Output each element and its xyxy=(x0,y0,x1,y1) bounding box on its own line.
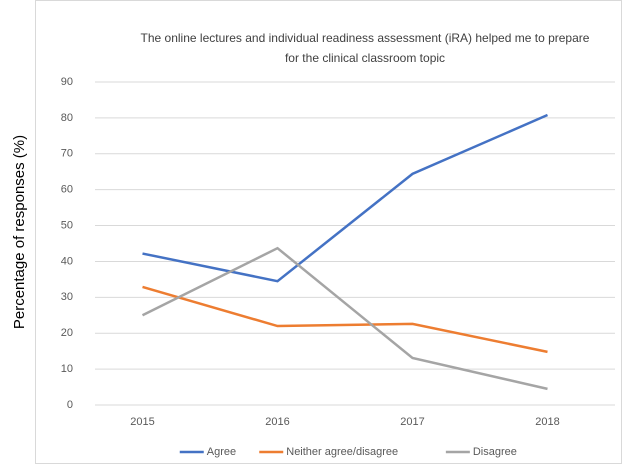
y-tick-label: 60 xyxy=(61,184,73,196)
chart-border xyxy=(35,0,622,464)
legend-label: Neither agree/disagree xyxy=(286,446,398,458)
y-tick-label: 0 xyxy=(67,399,73,411)
y-tick-label: 90 xyxy=(61,76,73,88)
y-tick-label: 50 xyxy=(61,219,73,231)
y-tick-label: 20 xyxy=(61,327,73,339)
legend-label: Agree xyxy=(207,446,236,458)
line-series xyxy=(142,285,548,354)
y-tick-label: 40 xyxy=(61,255,73,267)
y-tick-label: 70 xyxy=(61,148,73,160)
line-series xyxy=(141,246,548,391)
y-axis-label: Percentage of responses (%) xyxy=(11,135,28,329)
x-tick-label: 2016 xyxy=(265,416,289,428)
legend-label: Disagree xyxy=(473,446,517,458)
y-tick-label: 80 xyxy=(61,112,73,124)
line-series xyxy=(142,113,548,283)
x-tick-label: 2017 xyxy=(400,416,424,428)
y-tick-label: 10 xyxy=(61,363,73,375)
x-tick-label: 2015 xyxy=(130,416,154,428)
chart-title: The online lectures and individual readi… xyxy=(140,31,590,65)
y-tick-label: 30 xyxy=(61,291,73,303)
x-tick-label: 2018 xyxy=(535,416,559,428)
